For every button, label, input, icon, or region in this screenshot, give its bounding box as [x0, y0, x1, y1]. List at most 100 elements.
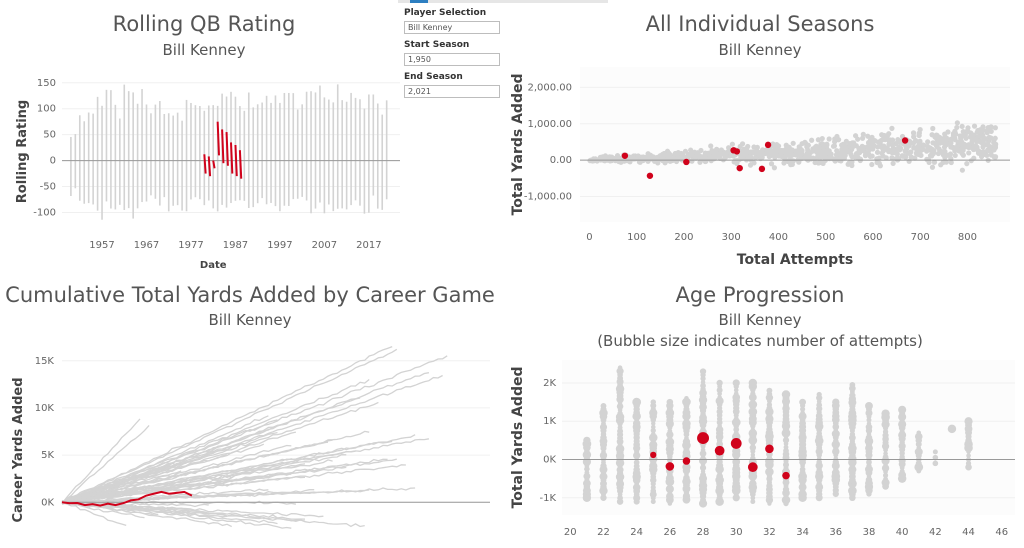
background-season-point [708, 143, 714, 149]
highlight-rating-line [203, 154, 207, 174]
background-season-point [900, 153, 907, 159]
background-season-point [831, 156, 837, 162]
y-tick-label: 2K [543, 378, 556, 389]
background-season-point [929, 151, 935, 157]
background-age-bubble [866, 417, 872, 423]
background-season-point [869, 137, 875, 143]
background-season-point [771, 165, 778, 171]
background-season-point [751, 144, 757, 150]
background-season-point [959, 167, 965, 173]
highlight-rating-line [234, 144, 238, 177]
background-age-bubble [965, 460, 972, 466]
background-season-point [877, 163, 883, 169]
background-age-bubble [866, 421, 872, 426]
start-season-input[interactable]: 1,950 [404, 53, 500, 66]
background-season-point [879, 150, 885, 156]
background-season-point [743, 149, 750, 156]
background-age-bubble [666, 492, 674, 501]
background-season-point [597, 154, 604, 160]
background-season-point [781, 160, 787, 166]
background-season-point [770, 142, 776, 149]
background-age-bubble [699, 450, 707, 457]
highlight-age-bubble [747, 462, 758, 473]
highlight-age-bubble [714, 445, 725, 456]
background-season-point [853, 151, 860, 157]
highlight-age-bubble [650, 451, 657, 459]
background-season-point [809, 137, 815, 143]
background-age-bubble [698, 456, 708, 465]
background-season-point [679, 151, 685, 157]
background-season-point [765, 147, 771, 154]
background-season-point [890, 160, 896, 166]
background-season-point [947, 140, 953, 146]
background-season-point [916, 132, 922, 138]
highlight-season-point [758, 165, 766, 173]
background-age-bubble [717, 395, 722, 400]
background-season-point [729, 141, 735, 147]
end-season-input[interactable]: 2,021 [404, 85, 500, 98]
x-tick-label: 38 [863, 527, 876, 538]
background-season-point [974, 144, 980, 150]
background-season-point [936, 137, 942, 143]
background-season-point [984, 130, 990, 136]
background-age-bubble [750, 452, 756, 458]
background-season-point [938, 148, 944, 154]
background-season-point [874, 149, 881, 155]
background-season-point [964, 161, 970, 167]
background-age-bubble [781, 495, 791, 505]
background-age-bubble [699, 464, 707, 471]
background-age-bubble [732, 379, 740, 387]
background-season-point [820, 160, 826, 167]
highlight-rating-line [216, 121, 220, 156]
background-age-bubble [898, 431, 907, 440]
background-season-point [992, 125, 998, 131]
y-tick-label: 0 [50, 156, 56, 167]
background-season-point [988, 152, 994, 158]
background-season-point [860, 148, 866, 154]
background-age-bubble [716, 379, 723, 387]
highlight-age-bubble [730, 438, 742, 449]
x-tick-label: 32 [763, 527, 776, 538]
background-age-bubble [716, 387, 723, 394]
background-age-bubble [667, 428, 673, 434]
background-season-point [931, 159, 938, 165]
background-season-point [913, 150, 919, 156]
background-age-bubble [750, 427, 756, 432]
background-season-point [779, 153, 785, 160]
x-tick-label: 2007 [312, 240, 337, 251]
background-age-bubble [800, 410, 805, 416]
background-season-point [787, 148, 794, 154]
background-season-point [862, 153, 869, 159]
x-tick-label: 0 [586, 232, 592, 243]
background-career-line [61, 489, 370, 503]
background-season-point [897, 147, 903, 153]
background-age-bubble [632, 397, 642, 407]
cumulative-chart: 0K 5K 10K 15K Career Yards Added [11, 345, 490, 529]
background-age-bubble [665, 437, 675, 447]
background-season-point [944, 152, 950, 158]
background-age-bubble [782, 461, 790, 468]
y-axis-title: Total Yards Added [510, 367, 526, 509]
background-season-point [950, 132, 957, 139]
background-season-point [934, 143, 940, 149]
background-season-point [830, 143, 837, 149]
background-age-bubble [849, 431, 856, 437]
x-axis-title: Date [200, 260, 227, 271]
background-age-bubble [783, 447, 789, 454]
background-season-point [981, 149, 987, 155]
background-age-bubble [682, 438, 691, 446]
player-selection-input[interactable]: Bill Kenney [404, 21, 500, 34]
background-age-bubble [650, 499, 656, 505]
background-age-bubble [665, 484, 674, 494]
background-season-point [960, 147, 966, 153]
y-tick-label: 0K [41, 497, 54, 508]
background-season-point [637, 159, 643, 165]
background-season-point [726, 145, 732, 151]
background-age-bubble [731, 418, 741, 427]
background-season-point [932, 134, 938, 140]
background-season-point [835, 137, 841, 143]
x-tick-label: 400 [769, 232, 788, 243]
x-tick-label: 500 [816, 232, 835, 243]
y-tick-label: 150 [37, 78, 56, 89]
x-tick-label: 1997 [267, 240, 292, 251]
